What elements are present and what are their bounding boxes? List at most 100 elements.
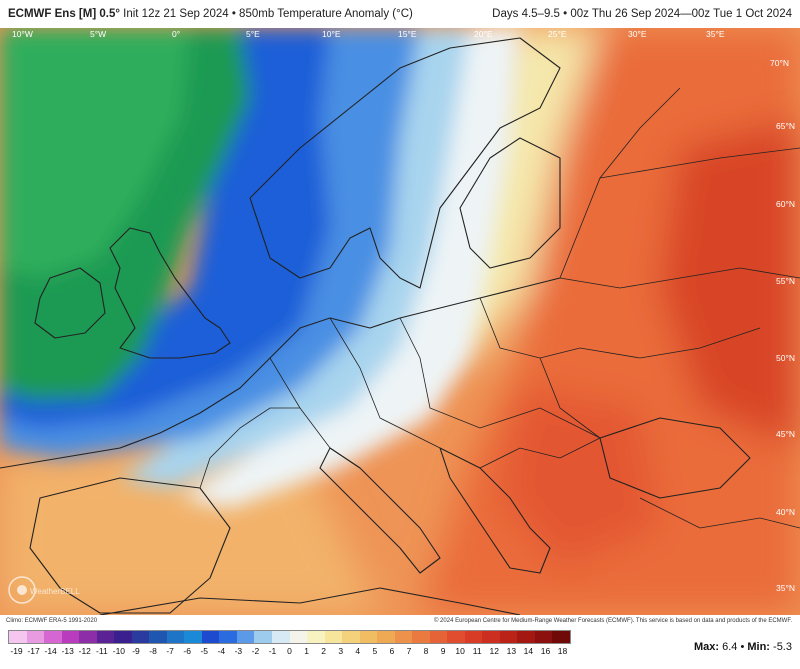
colorbar-tick-label: -11 [96,646,108,656]
colorbar-tick-label: 12 [489,646,500,656]
colorbar-segment [429,631,448,643]
max-value: 6.4 [722,641,738,653]
lat-label: 50°N [776,353,795,363]
colorbar-tick-label: -5 [200,646,208,656]
lat-label: 70°N [770,58,789,68]
colorbar-segment [482,631,500,643]
colorbar-tick-label: 13 [506,646,517,656]
colorbar-tick-label: 18 [557,646,568,656]
colorbar-tick-label: -9 [132,646,140,656]
colorbar-segment [289,631,308,643]
colorbar-segment [394,631,413,643]
header-title: ECMWF Ens [M] 0.5° Init 12z 21 Sep 2024 … [8,8,413,20]
colorbar-tick-label: -17 [27,646,40,656]
colorbar-segment [254,631,272,643]
lon-label: 10°W [12,29,33,39]
colorbar-segment [96,631,115,643]
colorbar-tick-label: -19 [10,646,23,656]
colorbar-segment [201,631,220,643]
colorbar-segment [9,631,27,643]
colorbar-tick-label: -8 [149,646,157,656]
latitude-labels: 70°N 65°N 60°N 55°N 50°N 45°N 40°N 35°N [770,58,795,593]
colorbar-segment [219,631,237,643]
colorbar-tick-label: -2 [251,646,260,656]
colorbar-segment [61,631,80,643]
lon-label: 0° [172,29,180,39]
colorbar-segment [26,631,45,643]
colorbar-tick-label: 2 [321,646,327,656]
lon-label: 5°W [90,29,106,39]
lon-label: 10°E [322,29,341,39]
colorbar-segment [131,631,150,643]
colorbar-segment [236,631,255,643]
colorbar-tick-label: 8 [423,646,429,656]
colorbar-tick-label: 3 [338,646,344,656]
colorbar-tick-label: 10 [455,646,465,656]
colorbar-tick-label: -12 [78,646,91,656]
colorbar-segment [517,631,535,643]
colorbar-tick-label: 7 [406,646,412,656]
colorbar-tick-label: -7 [166,646,174,656]
lon-label: 5°E [246,29,260,39]
colorbar-tick-label: 5 [372,646,378,656]
colorbar-segment [342,631,360,643]
lon-label: 25°E [548,29,567,39]
init-text: Init 12z 21 Sep 2024 • 850mb Temperature… [123,8,413,20]
colorbar-tick-label: -14 [44,646,57,656]
colorbar-segment [377,631,395,643]
colorbar-segment [166,631,185,643]
anomaly-field [0,28,800,615]
colorbar-tick-label: 9 [440,646,446,656]
max-label: Max: [693,641,720,653]
colorbar-segment [44,631,62,643]
lon-label: 30°E [628,29,647,39]
colorbar-tick-label: 4 [355,646,361,656]
colorbar-tick-label: -13 [61,646,74,656]
min-value: -5.3 [773,641,792,653]
colorbar-tick-label: 0 [287,646,292,656]
colorbar-tick-label: 1 [304,646,309,656]
colorbar-tick-label: -1 [268,646,277,656]
figure-header: ECMWF Ens [M] 0.5° Init 12z 21 Sep 2024 … [0,0,800,28]
colorbar-segment [499,631,518,643]
colorbar-tick-label: -10 [112,646,126,656]
lat-label: 55°N [776,276,795,286]
lat-label: 60°N [776,199,795,209]
colorbar-ticks: -19 -17 -14 -13 -12 -11 -10 -9 -8 -7 -6 -5 -4 -3 -2 -1 0… [8,646,571,660]
min-label: Min: [747,641,770,653]
colorbar-segment [149,631,167,643]
colorbar-tick-label: 6 [389,646,395,656]
colorbar [8,630,571,644]
colorbar-segment [447,631,465,643]
colorbar-tick-label: 11 [472,646,482,656]
colorbar-segment [552,631,570,643]
colorbar-segment [412,631,430,643]
colorbar-segment [271,631,290,643]
lon-label: 20°E [474,29,493,39]
lat-label: 40°N [776,507,795,517]
lon-label: 15°E [398,29,417,39]
coastlines [0,37,751,615]
colorbar-tick-label: 14 [523,646,534,656]
colorbar-tick-label: -6 [183,646,191,656]
country-borders [199,87,800,529]
max-min-readout: Max: 6.4 • Min: -5.3 [693,641,792,653]
colorbar-tick-label: 16 [540,646,551,656]
weatherbell-logo: WeatherBELL [8,576,80,604]
colorbar-segment [114,631,132,643]
colorbar-segment [307,631,325,643]
footer-notes: Climo: ECMWF ERA-5 1991-2020 © 2024 Euro… [0,615,800,627]
lat-label: 65°N [776,121,795,131]
climo-note: Climo: ECMWF ERA-5 1991-2020 [6,618,98,624]
colorbar-segment [534,631,553,643]
lat-label: 45°N [776,429,795,439]
longitude-labels: 10°W 5°W 0° 5°E 10°E 15°E 20°E 25°E 30°E… [12,29,725,39]
colorbar-tick-label: -3 [234,646,243,656]
watermark-text: WeatherBELL [30,587,80,596]
colorbar-segment [324,631,343,643]
valid-period: Days 4.5–9.5 • 00z Thu 26 Sep 2024—00z T… [492,8,792,20]
model-name: ECMWF Ens [M] 0.5° [8,8,120,20]
colorbar-segment [464,631,483,643]
colorbar-segment [359,631,378,643]
copyright-note: © 2024 European Centre for Medium-Range … [433,618,792,624]
